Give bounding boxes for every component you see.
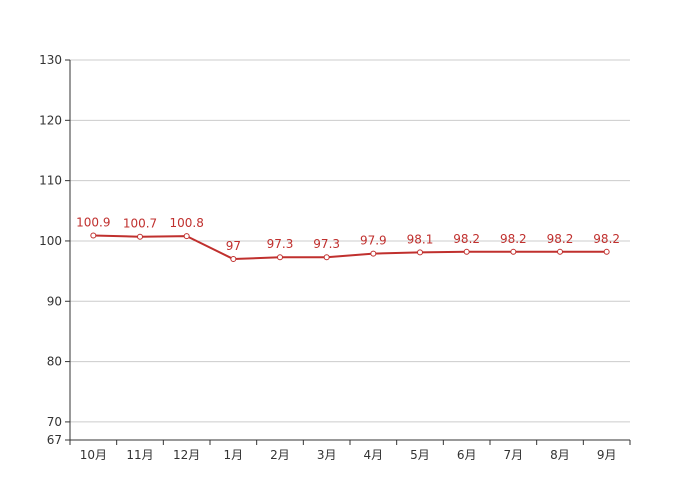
y-tick-label: 110	[39, 174, 62, 188]
data-point	[417, 249, 423, 256]
y-tick-label: 70	[47, 415, 62, 429]
y-tick-label: 120	[39, 113, 62, 127]
x-tick-labels: 10月 11月 12月 1月 2月 3月 4月 5月 6月 7月 8月 9月	[80, 448, 617, 462]
y-tick-label: 80	[47, 355, 62, 369]
data-label: 97.3	[267, 237, 294, 251]
series-group	[90, 232, 610, 263]
data-label: 100.9	[76, 216, 110, 230]
x-tick-label: 1月	[224, 448, 244, 462]
data-label: 97.3	[313, 237, 340, 251]
x-tick-label: 9月	[597, 448, 617, 462]
data-label: 100.7	[123, 217, 157, 231]
y-tick-label: 67	[47, 433, 62, 447]
data-label: 97.9	[360, 234, 387, 248]
x-tick-label: 6月	[457, 448, 477, 462]
x-tick-label: 7月	[504, 448, 524, 462]
data-point	[323, 254, 330, 261]
data-point	[463, 248, 470, 255]
x-tick-label: 2月	[270, 448, 290, 462]
data-point	[90, 232, 97, 239]
data-point	[603, 248, 610, 255]
data-label: 97	[226, 239, 241, 253]
y-tick-label: 100	[39, 234, 62, 248]
data-labels: 100.9 100.7 100.8 97 97.3 97.3 97.9 98.1 98.2 98.…	[76, 216, 620, 254]
data-point	[183, 233, 190, 240]
data-point	[557, 248, 563, 255]
x-tick-label: 5月	[410, 448, 430, 462]
x-tick-label: 3月	[317, 448, 337, 462]
y-tick-label: 90	[47, 294, 62, 308]
data-point	[230, 256, 237, 263]
data-point	[370, 250, 377, 257]
data-point	[137, 233, 143, 240]
y-tick-labels: 67 70 80 90 100 110 120 130	[39, 53, 62, 447]
x-tick-label: 10月	[80, 448, 107, 462]
data-point	[510, 248, 517, 255]
axes	[69, 60, 630, 441]
x-tick-label: 12月	[173, 448, 200, 462]
data-label: 98.1	[407, 232, 434, 246]
x-tick-label: 8月	[550, 448, 570, 462]
data-label: 98.2	[593, 232, 620, 246]
data-label: 98.2	[547, 232, 574, 246]
x-tick-label: 4月	[364, 448, 384, 462]
data-label: 98.2	[453, 232, 480, 246]
series-line	[93, 234, 607, 261]
x-tick-marks	[69, 440, 631, 445]
data-point	[277, 254, 283, 261]
data-label: 98.2	[500, 232, 527, 246]
x-tick-label: 11月	[126, 448, 153, 462]
y-tick-label: 130	[39, 53, 62, 67]
gridlines	[65, 59, 630, 441]
data-label: 100.8	[169, 216, 203, 230]
